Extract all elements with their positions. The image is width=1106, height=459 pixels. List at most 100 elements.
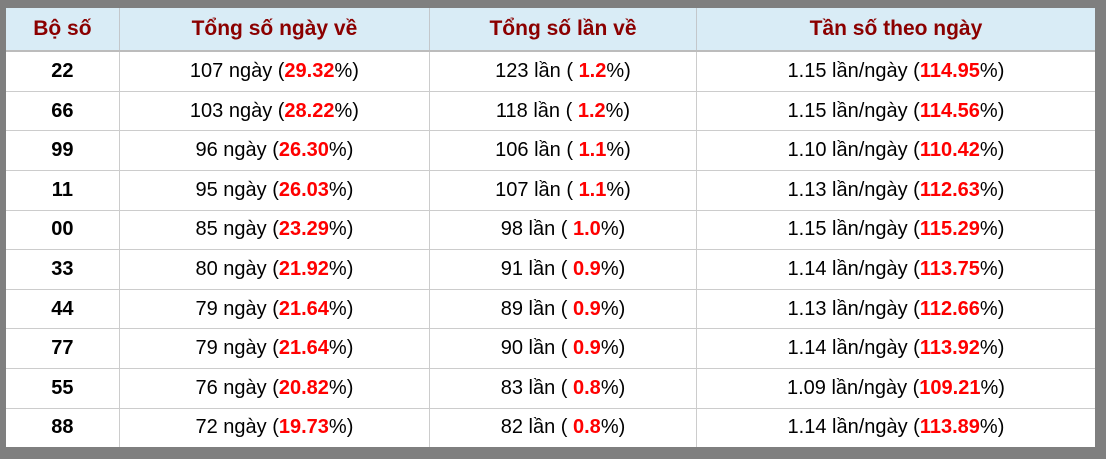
times-text: 82 lần ( xyxy=(500,416,573,439)
times-text: 98 lần ( xyxy=(500,218,573,241)
times-text: 89 lần ( xyxy=(500,297,573,320)
total-days-cell: 79 ngày (21.64%) xyxy=(119,288,431,329)
total-days-cell: 76 ngày (20.82%) xyxy=(119,368,431,409)
total-days-cell: 103 ngày (28.22%) xyxy=(119,90,431,131)
times-text-suffix: %) xyxy=(606,178,631,201)
days-text: 72 ngày ( xyxy=(195,416,279,439)
times-percentage: 1.1 xyxy=(578,139,607,162)
table-row: 11 95 ngày (26.03%) 107 lần ( 1.1%) 1.13… xyxy=(6,170,1095,211)
total-days-cell: 96 ngày (26.30%) xyxy=(119,130,431,171)
freq-text-suffix: %) xyxy=(979,59,1005,82)
frequency-cell: 1.14 lần/ngày (113.89%) xyxy=(696,407,1095,447)
times-percentage: 0.8 xyxy=(573,416,601,439)
total-days-cell: 95 ngày (26.03%) xyxy=(119,170,431,211)
freq-text: 1.15 lần/ngày ( xyxy=(787,99,920,122)
days-percentage: 21.92 xyxy=(278,258,329,281)
times-text: 83 lần ( xyxy=(500,376,573,399)
freq-percentage: 113.92 xyxy=(919,337,980,360)
freq-text-suffix: %) xyxy=(979,258,1005,281)
freq-text-suffix: %) xyxy=(979,297,1005,320)
freq-text: 1.10 lần/ngày ( xyxy=(787,139,920,162)
times-text-suffix: %) xyxy=(600,337,626,360)
days-percentage: 29.32 xyxy=(284,59,335,82)
column-header-pair: Bộ số xyxy=(6,8,120,52)
days-text-suffix: %) xyxy=(328,178,354,201)
days-text: 103 ngày ( xyxy=(189,99,285,122)
times-percentage: 0.9 xyxy=(573,297,601,320)
pair-number: 55 xyxy=(6,368,120,409)
days-percentage: 26.30 xyxy=(278,139,329,162)
freq-text-suffix: %) xyxy=(979,99,1005,122)
days-text-suffix: %) xyxy=(328,139,354,162)
times-percentage: 0.9 xyxy=(573,258,601,281)
column-header-total-days: Tổng số ngày về xyxy=(119,8,431,52)
times-text-suffix: %) xyxy=(600,258,626,281)
times-percentage: 1.2 xyxy=(577,99,606,122)
times-text-suffix: %) xyxy=(605,99,631,122)
freq-text: 1.14 lần/ngày ( xyxy=(787,337,920,360)
freq-text-suffix: %) xyxy=(979,416,1005,439)
times-text-suffix: %) xyxy=(600,416,626,439)
header-row: Bộ số Tổng số ngày về Tổng số lần về Tần… xyxy=(6,8,1095,52)
days-percentage: 28.22 xyxy=(284,99,335,122)
frequency-cell: 1.15 lần/ngày (114.95%) xyxy=(696,51,1095,91)
frequency-cell: 1.15 lần/ngày (115.29%) xyxy=(696,209,1095,250)
pair-number: 77 xyxy=(6,328,120,369)
days-percentage: 19.73 xyxy=(278,416,329,439)
days-text-suffix: %) xyxy=(328,297,354,320)
freq-percentage: 110.42 xyxy=(919,139,980,162)
days-text: 96 ngày ( xyxy=(195,139,279,162)
total-days-cell: 80 ngày (21.92%) xyxy=(119,249,431,290)
pair-number: 99 xyxy=(6,130,120,171)
freq-text-suffix: %) xyxy=(979,139,1005,162)
pair-number: 33 xyxy=(6,249,120,290)
pair-number: 22 xyxy=(6,51,120,92)
frequency-cell: 1.09 lần/ngày (109.21%) xyxy=(696,368,1095,409)
freq-text: 1.15 lần/ngày ( xyxy=(787,218,920,241)
days-text: 79 ngày ( xyxy=(195,337,279,360)
column-header-frequency: Tần số theo ngày xyxy=(696,8,1095,52)
days-percentage: 20.82 xyxy=(278,376,329,399)
times-text-suffix: %) xyxy=(606,139,631,162)
days-percentage: 21.64 xyxy=(278,337,329,360)
total-days-cell: 79 ngày (21.64%) xyxy=(119,328,431,369)
freq-text-suffix: %) xyxy=(979,337,1005,360)
freq-text-suffix: %) xyxy=(979,218,1005,241)
days-text-suffix: %) xyxy=(328,258,354,281)
freq-percentage: 113.89 xyxy=(919,416,980,439)
days-percentage: 23.29 xyxy=(278,218,329,241)
times-text: 107 lần ( xyxy=(495,178,579,201)
table-row: 55 76 ngày (20.82%) 83 lần ( 0.8%) 1.09 … xyxy=(6,368,1095,409)
times-percentage: 1.2 xyxy=(578,59,607,82)
times-percentage: 1.0 xyxy=(573,218,601,241)
freq-text: 1.13 lần/ngày ( xyxy=(787,178,920,201)
total-times-cell: 89 lần ( 0.9%) xyxy=(429,288,697,329)
table-row: 33 80 ngày (21.92%) 91 lần ( 0.9%) 1.14 … xyxy=(6,249,1095,290)
total-times-cell: 91 lần ( 0.9%) xyxy=(429,249,697,290)
days-percentage: 26.03 xyxy=(278,178,329,201)
pair-number: 00 xyxy=(6,209,120,250)
table-row: 00 85 ngày (23.29%) 98 lần ( 1.0%) 1.15 … xyxy=(6,209,1095,250)
days-text-suffix: %) xyxy=(328,416,354,439)
times-percentage: 0.8 xyxy=(573,376,601,399)
freq-percentage: 115.29 xyxy=(919,218,980,241)
times-text: 118 lần ( xyxy=(495,99,578,122)
total-times-cell: 118 lần ( 1.2%) xyxy=(429,90,697,131)
times-text: 90 lần ( xyxy=(500,337,573,360)
total-times-cell: 107 lần ( 1.1%) xyxy=(429,170,697,211)
days-text-suffix: %) xyxy=(334,99,359,122)
total-days-cell: 72 ngày (19.73%) xyxy=(119,407,431,447)
table-row: 88 72 ngày (19.73%) 82 lần ( 0.8%) 1.14 … xyxy=(6,407,1095,447)
pair-number: 44 xyxy=(6,288,120,329)
days-text: 79 ngày ( xyxy=(195,297,279,320)
days-text-suffix: %) xyxy=(328,376,354,399)
frequency-cell: 1.14 lần/ngày (113.75%) xyxy=(696,249,1095,290)
freq-percentage: 114.95 xyxy=(919,59,980,82)
days-text-suffix: %) xyxy=(328,337,354,360)
times-text: 106 lần ( xyxy=(495,139,579,162)
times-text-suffix: %) xyxy=(600,218,626,241)
freq-text: 1.15 lần/ngày ( xyxy=(787,59,920,82)
times-text: 91 lần ( xyxy=(500,258,573,281)
pair-number: 66 xyxy=(6,90,120,131)
